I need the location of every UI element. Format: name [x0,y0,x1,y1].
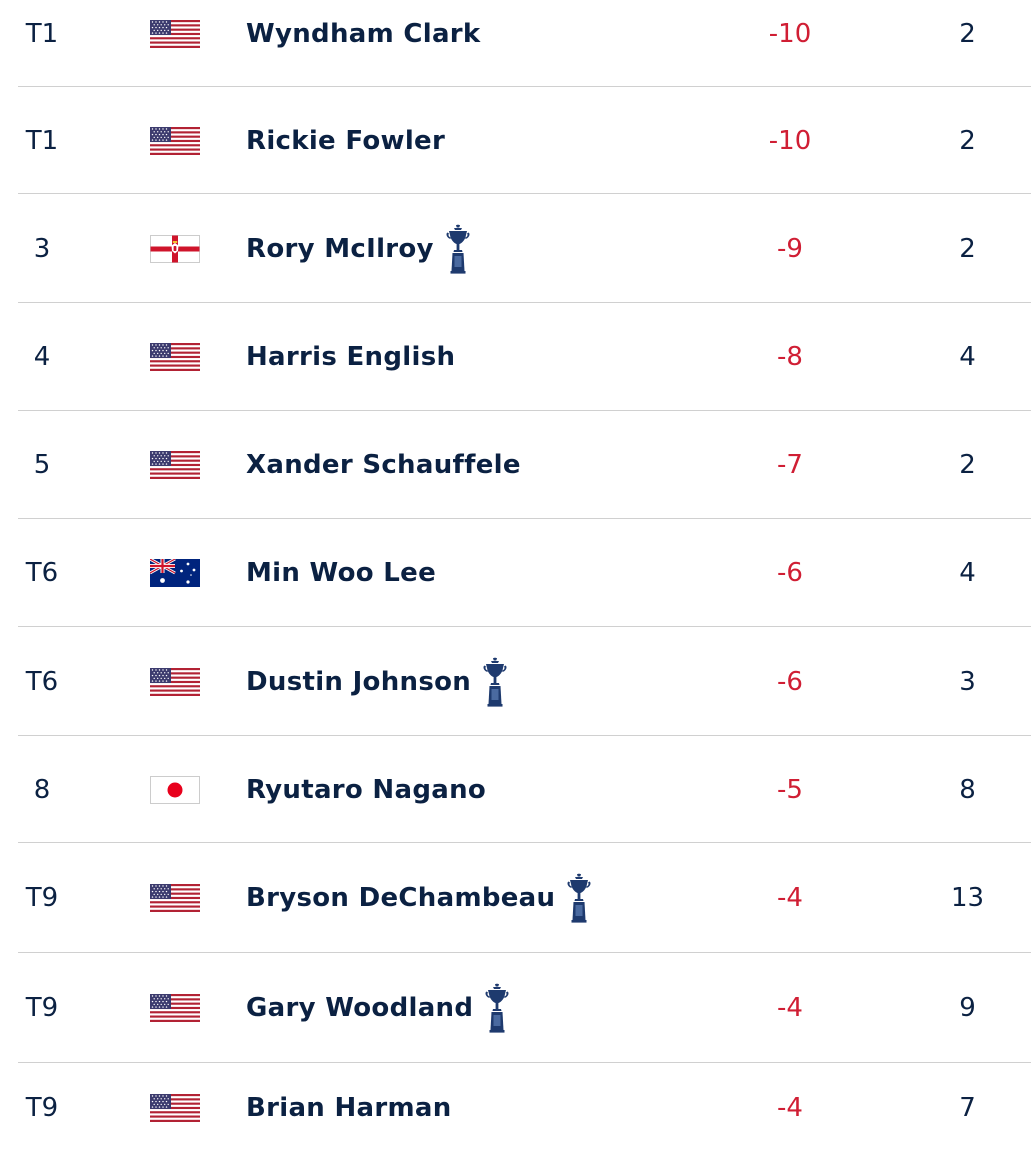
player-cell: Min Woo Lee [246,519,706,627]
row-divider [18,193,1031,194]
position: T9 [25,883,59,913]
player-name[interactable]: Min Woo Lee [246,558,437,588]
usa-flag-icon [150,0,204,67]
holes-thru: 3 [959,666,976,697]
player-cell: Harris English [246,303,706,411]
holes-thru: 8 [959,774,976,805]
row-divider [18,86,1031,87]
position: T6 [25,558,59,588]
leaderboard-row[interactable]: T9 Gary Woodland -4 9 [0,953,1031,1063]
score-to-par: -9 [777,233,803,264]
player-name[interactable]: Ryutaro Nagano [246,774,487,805]
row-divider [18,410,1031,411]
position: T1 [25,125,59,156]
usa-flag-icon [150,953,204,1063]
player-name[interactable]: Xander Schauffele [246,450,521,480]
player-cell: Rickie Fowler [246,87,706,194]
position: T9 [25,993,59,1023]
usa-flag-icon [150,1063,204,1152]
player-cell: Brian Harman [246,1063,706,1152]
leaderboard-row[interactable]: T1 Wyndham Clark -10 2 [0,0,1031,67]
player-cell: Wyndham Clark [246,0,706,67]
player-name[interactable]: Bryson DeChambeau [246,883,556,913]
leaderboard-row[interactable]: T9 Brian Harman -4 7 [0,1063,1031,1152]
leaderboard-row[interactable]: T6 Min Woo Lee -6 4 [0,519,1031,627]
position: 5 [33,450,51,480]
player-name[interactable]: Harris English [246,342,456,372]
japan-flag-icon [150,736,204,843]
player-cell: Bryson DeChambeau [246,843,706,953]
row-divider [18,518,1031,519]
leaderboard-row[interactable]: 4 Harris English -8 4 [0,303,1031,411]
usa-flag-icon [150,303,204,411]
score-to-par: -6 [777,666,803,697]
trophy-icon [446,224,470,274]
usa-flag-icon [150,411,204,519]
holes-thru: 2 [959,125,976,156]
score-to-par: -4 [777,1092,803,1123]
leaderboard-row[interactable]: T6 Dustin Johnson -6 3 [0,627,1031,736]
holes-thru: 4 [959,558,976,588]
row-divider [18,735,1031,736]
player-name[interactable]: Rickie Fowler [246,125,446,156]
position: T1 [25,18,59,49]
player-name[interactable]: Wyndham Clark [246,18,481,49]
northern-ireland-flag-icon [150,194,204,303]
australia-flag-icon [150,519,204,627]
position: 8 [33,774,51,805]
trophy-icon [567,873,591,923]
score-to-par: -8 [777,342,803,372]
leaderboard-row[interactable]: 3 Rory McIlroy -9 2 [0,194,1031,303]
player-name[interactable]: Dustin Johnson [246,666,472,697]
leaderboard-row[interactable]: T1 Rickie Fowler -10 2 [0,87,1031,194]
usa-flag-icon [150,627,204,736]
score-to-par: -10 [768,125,812,156]
leaderboard-row[interactable]: 8 Ryutaro Nagano -5 8 [0,736,1031,843]
player-name[interactable]: Brian Harman [246,1092,452,1123]
leaderboard-row[interactable]: 5 Xander Schauffele -7 2 [0,411,1031,519]
row-divider [18,1062,1031,1063]
position: T9 [25,1092,59,1123]
score-to-par: -4 [777,883,803,913]
holes-thru: 7 [959,1092,976,1123]
position: T6 [25,666,59,697]
player-cell: Dustin Johnson [246,627,706,736]
holes-thru: 2 [959,233,976,264]
player-cell: Ryutaro Nagano [246,736,706,843]
score-to-par: -5 [777,774,803,805]
holes-thru: 2 [959,18,976,49]
leaderboard-row[interactable]: T9 Bryson DeChambeau -4 13 [0,843,1031,953]
row-divider [18,842,1031,843]
position: 4 [33,342,51,372]
holes-thru: 4 [959,342,976,372]
trophy-icon [485,983,509,1033]
holes-thru: 2 [959,450,976,480]
usa-flag-icon [150,843,204,953]
holes-thru: 9 [959,993,976,1023]
row-divider [18,952,1031,953]
usa-flag-icon [150,87,204,194]
row-divider [18,626,1031,627]
score-to-par: -10 [768,18,812,49]
row-divider [18,302,1031,303]
trophy-icon [483,657,507,707]
player-cell: Xander Schauffele [246,411,706,519]
player-cell: Gary Woodland [246,953,706,1063]
player-name[interactable]: Gary Woodland [246,993,474,1023]
player-name[interactable]: Rory McIlroy [246,233,434,264]
player-cell: Rory McIlroy [246,194,706,303]
score-to-par: -7 [777,450,803,480]
holes-thru: 13 [950,883,985,913]
position: 3 [33,233,51,264]
score-to-par: -6 [777,558,803,588]
score-to-par: -4 [777,993,803,1023]
